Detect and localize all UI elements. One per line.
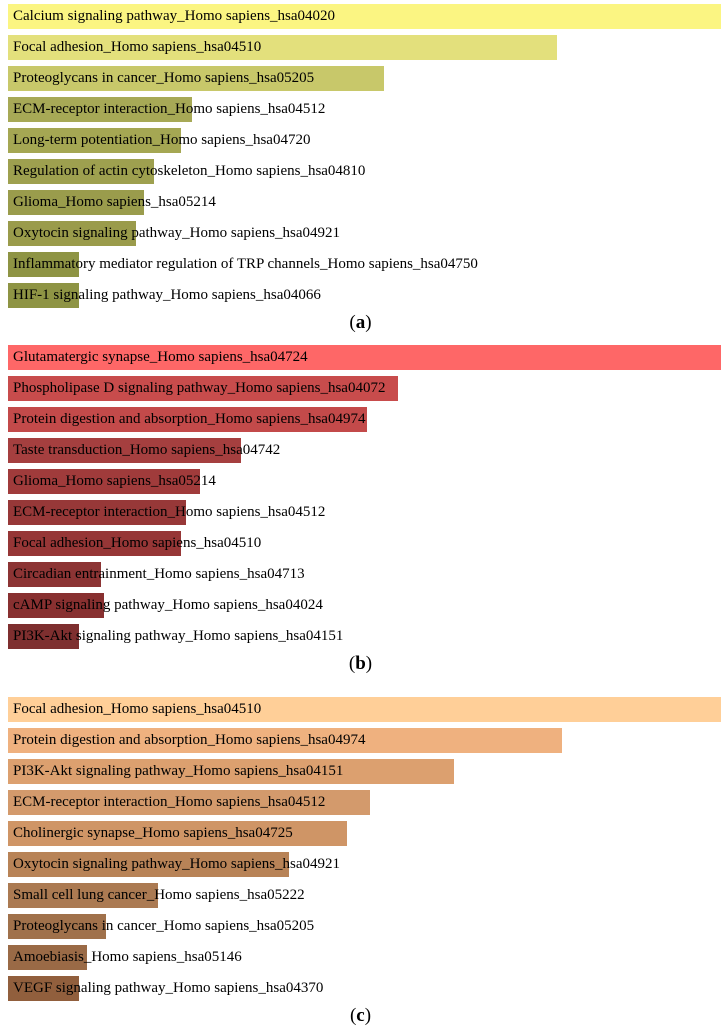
bar-row: Regulation of actin cytoskeleton_Homo sa… <box>8 159 721 184</box>
panel-caption: (b) <box>348 653 373 674</box>
bar-label: Amoebiasis_Homo sapiens_hsa05146 <box>13 949 242 965</box>
bar <box>8 852 289 877</box>
bar <box>8 500 186 525</box>
bar <box>8 914 106 939</box>
bar <box>8 728 562 753</box>
bar-label: Focal adhesion_Homo sapiens_hsa04510 <box>13 535 262 551</box>
bar-row: PI3K-Akt signaling pathway_Homo sapiens_… <box>8 624 721 649</box>
bar-label: Oxytocin signaling pathway_Homo sapiens_… <box>13 225 341 241</box>
bar <box>8 221 136 246</box>
bar-label: ECM-receptor interaction_Homo sapiens_hs… <box>13 794 326 810</box>
bar-label: ECM-receptor interaction_Homo sapiens_hs… <box>13 504 326 520</box>
bar-label: Focal adhesion_Homo sapiens_hsa04510 <box>13 39 262 55</box>
bar-label: Oxytocin signaling pathway_Homo sapiens_… <box>13 856 341 872</box>
bar-row: Proteoglycans in cancer_Homo sapiens_hsa… <box>8 914 721 939</box>
bar-label: PI3K-Akt signaling pathway_Homo sapiens_… <box>13 763 344 779</box>
bar-label: Phospholipase D signaling pathway_Homo s… <box>13 380 386 396</box>
bar-row: Glioma_Homo sapiens_hsa05214 <box>8 190 721 215</box>
bar-row: Oxytocin signaling pathway_Homo sapiens_… <box>8 221 721 246</box>
bar-label: PI3K-Akt signaling pathway_Homo sapiens_… <box>13 628 344 644</box>
bar <box>8 593 104 618</box>
bar-row: Proteoglycans in cancer_Homo sapiens_hsa… <box>8 66 721 91</box>
panel-caption: (a) <box>349 312 372 333</box>
bar-row: Focal adhesion_Homo sapiens_hsa04510 <box>8 35 721 60</box>
bar-row: Inflammatory mediator regulation of TRP … <box>8 252 721 277</box>
bar <box>8 697 721 722</box>
bar <box>8 976 79 1001</box>
bar-row: Circadian entrainment_Homo sapiens_hsa04… <box>8 562 721 587</box>
bar-label: Proteoglycans in cancer_Homo sapiens_hsa… <box>13 918 315 934</box>
bar <box>8 283 79 308</box>
bar <box>8 159 154 184</box>
bar <box>8 252 79 277</box>
bar-label: Glutamatergic synapse_Homo sapiens_hsa04… <box>13 349 308 365</box>
bar <box>8 4 721 29</box>
bar-label: Circadian entrainment_Homo sapiens_hsa04… <box>13 566 305 582</box>
bar-row: Taste transduction_Homo sapiens_hsa04742 <box>8 438 721 463</box>
bar-label: Regulation of actin cytoskeleton_Homo sa… <box>13 163 366 179</box>
bar <box>8 469 200 494</box>
bar-row: PI3K-Akt signaling pathway_Homo sapiens_… <box>8 759 721 784</box>
bar <box>8 97 192 122</box>
bar-label: Protein digestion and absorption_Homo sa… <box>13 411 366 427</box>
bar <box>8 35 557 60</box>
bar-label: Glioma_Homo sapiens_hsa05214 <box>13 194 216 210</box>
panel-caption-letter: c <box>356 1005 365 1026</box>
bar-label: HIF-1 signaling pathway_Homo sapiens_hsa… <box>13 287 321 303</box>
bar-label: VEGF signaling pathway_Homo sapiens_hsa0… <box>13 980 324 996</box>
bar <box>8 790 370 815</box>
bar <box>8 66 384 91</box>
bar-label: Long-term potentiation_Homo sapiens_hsa0… <box>13 132 311 148</box>
bar <box>8 945 87 970</box>
bar-label: Cholinergic synapse_Homo sapiens_hsa0472… <box>13 825 293 841</box>
bar-row: Protein digestion and absorption_Homo sa… <box>8 728 721 753</box>
bar-label: ECM-receptor interaction_Homo sapiens_hs… <box>13 101 326 117</box>
panel-caption: (c) <box>349 1005 372 1026</box>
bar <box>8 531 181 556</box>
bar-label: Focal adhesion_Homo sapiens_hsa04510 <box>13 701 262 717</box>
bar-row: Phospholipase D signaling pathway_Homo s… <box>8 376 721 401</box>
bar <box>8 759 454 784</box>
bar-row: Calcium signaling pathway_Homo sapiens_h… <box>8 4 721 29</box>
bar-row: Focal adhesion_Homo sapiens_hsa04510 <box>8 697 721 722</box>
bar-row: Glioma_Homo sapiens_hsa05214 <box>8 469 721 494</box>
bar-row: cAMP signaling pathway_Homo sapiens_hsa0… <box>8 593 721 618</box>
bar <box>8 407 367 432</box>
bar-row: ECM-receptor interaction_Homo sapiens_hs… <box>8 500 721 525</box>
bar-label: Glioma_Homo sapiens_hsa05214 <box>13 473 216 489</box>
bar <box>8 883 158 908</box>
bar-label: Inflammatory mediator regulation of TRP … <box>13 256 478 272</box>
bar-label: Protein digestion and absorption_Homo sa… <box>13 732 366 748</box>
bar-label: Small cell lung cancer_Homo sapiens_hsa0… <box>13 887 305 903</box>
bar-label: Proteoglycans in cancer_Homo sapiens_hsa… <box>13 70 315 86</box>
bar-row: ECM-receptor interaction_Homo sapiens_hs… <box>8 97 721 122</box>
bar <box>8 190 144 215</box>
bar-row: VEGF signaling pathway_Homo sapiens_hsa0… <box>8 976 721 1001</box>
bar-row: Glutamatergic synapse_Homo sapiens_hsa04… <box>8 345 721 370</box>
bar <box>8 438 241 463</box>
panel-caption-letter: b <box>355 653 366 674</box>
bar <box>8 562 101 587</box>
bar <box>8 821 347 846</box>
bar-label: Calcium signaling pathway_Homo sapiens_h… <box>13 8 336 24</box>
bar-label: Taste transduction_Homo sapiens_hsa04742 <box>13 442 281 458</box>
bar-row: Long-term potentiation_Homo sapiens_hsa0… <box>8 128 721 153</box>
bar-row: Amoebiasis_Homo sapiens_hsa05146 <box>8 945 721 970</box>
bar <box>8 128 181 153</box>
panel-caption-letter: a <box>355 312 366 333</box>
bar <box>8 376 398 401</box>
bar <box>8 624 79 649</box>
bar-row: ECM-receptor interaction_Homo sapiens_hs… <box>8 790 721 815</box>
bar-row: HIF-1 signaling pathway_Homo sapiens_hsa… <box>8 283 721 308</box>
bar-row: Focal adhesion_Homo sapiens_hsa04510 <box>8 531 721 556</box>
bar <box>8 345 721 370</box>
bar-row: Small cell lung cancer_Homo sapiens_hsa0… <box>8 883 721 908</box>
bar-row: Oxytocin signaling pathway_Homo sapiens_… <box>8 852 721 877</box>
bar-row: Cholinergic synapse_Homo sapiens_hsa0472… <box>8 821 721 846</box>
bar-row: Protein digestion and absorption_Homo sa… <box>8 407 721 432</box>
bar-label: cAMP signaling pathway_Homo sapiens_hsa0… <box>13 597 323 613</box>
